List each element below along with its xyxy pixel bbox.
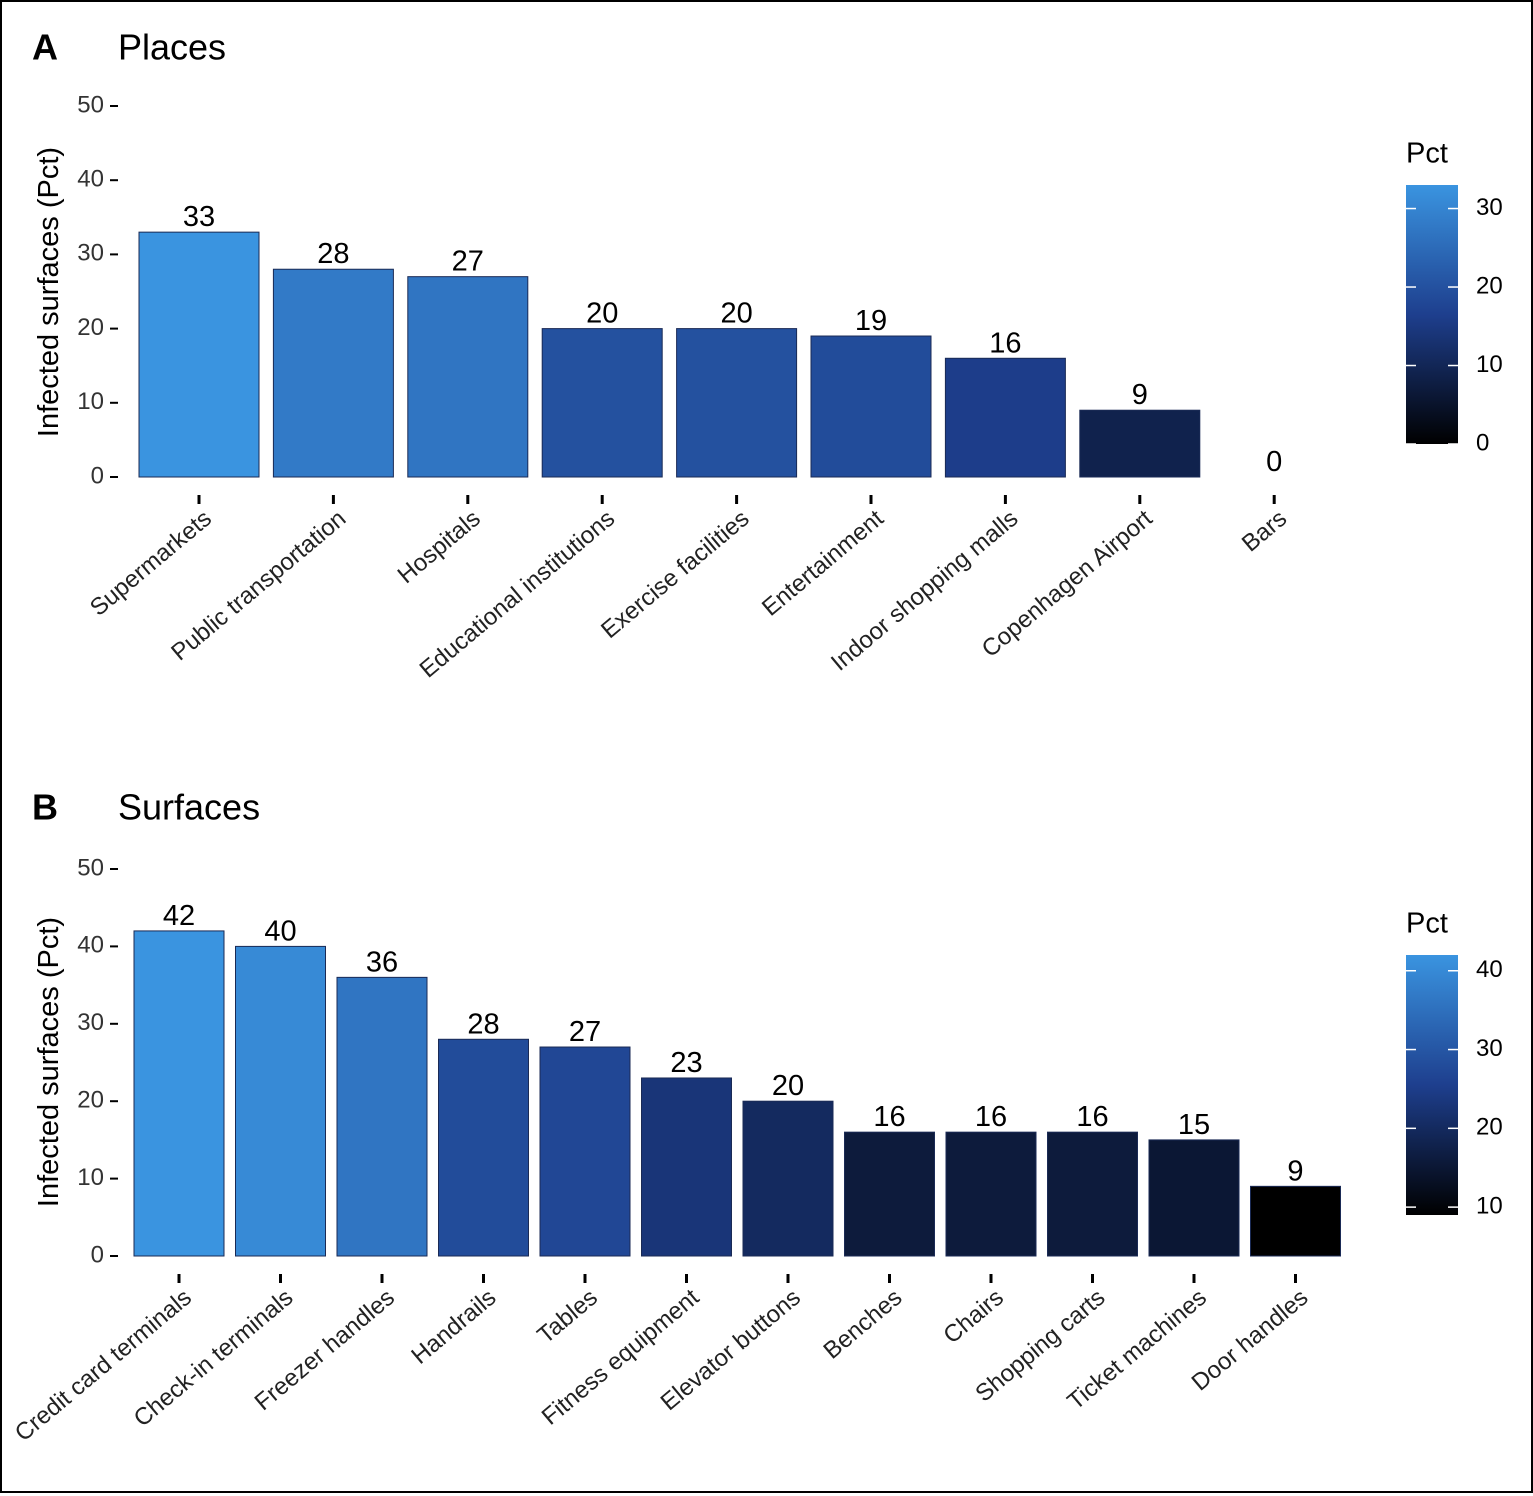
bar-value-label: 20 (720, 298, 752, 330)
y-tick-label: 30 (77, 1009, 104, 1036)
x-tick-label: Entertainment (757, 505, 889, 622)
panel-title: Surfaces (118, 787, 260, 828)
y-tick-label: 30 (77, 240, 104, 267)
bar (272, 268, 394, 478)
bar (1079, 409, 1201, 478)
x-tick-label: Bars (1237, 505, 1292, 557)
bar (676, 328, 798, 478)
y-tick-label: 40 (77, 166, 104, 193)
legend-title: Pct (1406, 908, 1448, 940)
bar (138, 231, 260, 478)
bar-value-label: 33 (183, 201, 215, 233)
bar-value-label: 28 (467, 1008, 499, 1040)
panel-letter: A (32, 27, 58, 68)
bar-value-label: 27 (569, 1016, 601, 1048)
bar (810, 335, 932, 478)
legend-tick-label: 30 (1476, 1035, 1503, 1062)
bar-value-label: 42 (163, 900, 195, 932)
y-tick-label: 40 (77, 932, 104, 959)
bar-value-label: 20 (772, 1070, 804, 1102)
bar (235, 945, 326, 1257)
bar (438, 1038, 529, 1257)
bar (844, 1131, 935, 1257)
bar (541, 328, 663, 478)
y-tick-label: 50 (77, 854, 104, 881)
panel-letter: B (32, 787, 58, 828)
legend-tick-label: 0 (1476, 429, 1489, 456)
bar-value-label: 16 (989, 327, 1021, 359)
bar (945, 1131, 1037, 1257)
x-tick-label: Handrails (406, 1284, 501, 1370)
legend-title: Pct (1406, 138, 1448, 170)
bar-value-label: 0 (1266, 446, 1282, 478)
x-tick-label: Credit card terminals (10, 1284, 197, 1447)
bar (1047, 1131, 1138, 1257)
bar (944, 357, 1066, 478)
x-tick-label: Chairs (938, 1284, 1008, 1349)
legend-colorbar (1406, 185, 1458, 444)
bar (1148, 1139, 1240, 1257)
bar (1250, 1185, 1341, 1257)
legend-tick-label: 10 (1476, 1192, 1503, 1219)
y-tick-label: 0 (91, 462, 104, 489)
x-tick-label: Supermarkets (85, 505, 217, 622)
legend-tick-label: 20 (1476, 272, 1503, 299)
bar-value-label: 9 (1132, 379, 1148, 411)
bar-value-label: 15 (1178, 1109, 1210, 1141)
y-tick-label: 20 (77, 314, 104, 341)
panel-a: A Places Infected surfaces (Pct) 0 10 20 30 40 5… (32, 27, 1503, 684)
legend-tick-label: 40 (1476, 956, 1503, 983)
bar-value-label: 36 (366, 946, 398, 978)
y-axis-label: Infected surfaces (Pct) (33, 147, 65, 437)
y-axis-label: Infected surfaces (Pct) (33, 917, 65, 1207)
y-tick-label: 10 (77, 1164, 104, 1191)
panel-title: Places (118, 27, 226, 68)
panel-b: B Surfaces Infected surfaces (Pct) 0 10 20 30 4… (10, 787, 1503, 1447)
bar (407, 276, 529, 478)
bar-value-label: 9 (1287, 1155, 1303, 1187)
legend-tick-label: 10 (1476, 351, 1503, 378)
x-tick-label: Hospitals (393, 505, 486, 589)
bar-value-label: 27 (452, 246, 484, 278)
bar-value-label: 16 (873, 1101, 905, 1133)
y-tick-label: 10 (77, 388, 104, 415)
bar (133, 930, 225, 1257)
bar (641, 1077, 732, 1257)
y-tick-label: 20 (77, 1087, 104, 1114)
x-tick-label: Benches (818, 1284, 907, 1365)
bar-value-label: 20 (586, 298, 618, 330)
bar (336, 976, 428, 1257)
bar-value-label: 19 (855, 305, 887, 337)
bar-value-label: 16 (975, 1101, 1007, 1133)
bar-value-label: 16 (1076, 1101, 1108, 1133)
bar (539, 1046, 631, 1257)
bar-value-label: 28 (317, 238, 349, 270)
bar (742, 1100, 834, 1257)
x-tick-label: Tables (532, 1284, 602, 1349)
legend-colorbar (1406, 955, 1458, 1215)
y-tick-label: 50 (77, 91, 104, 118)
bar-value-label: 40 (264, 915, 296, 947)
legend-tick-label: 30 (1476, 194, 1503, 221)
y-tick-label: 0 (91, 1241, 104, 1268)
legend-tick-label: 20 (1476, 1114, 1503, 1141)
bar-value-label: 23 (670, 1047, 702, 1079)
